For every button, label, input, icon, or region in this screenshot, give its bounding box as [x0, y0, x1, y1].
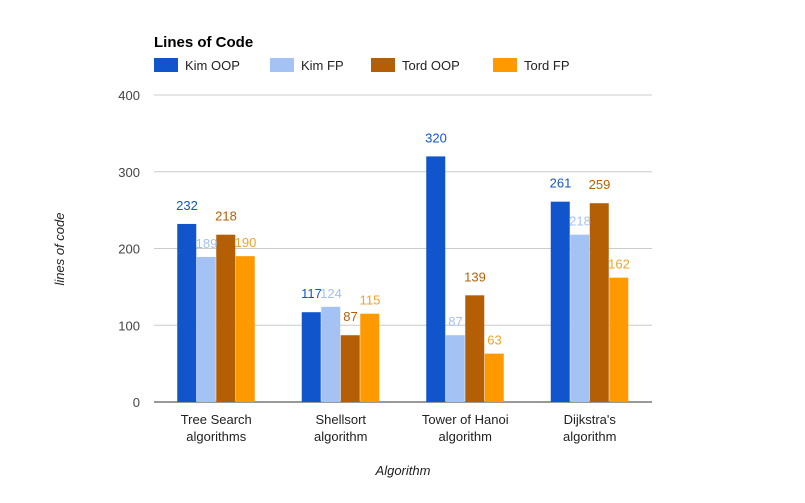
- data-label-1-1: 124: [320, 286, 342, 301]
- bar-2-2: [465, 295, 485, 402]
- y-tick-label-2: 200: [118, 242, 140, 257]
- bar-0-1: [301, 312, 321, 402]
- data-label-0-0: 232: [176, 198, 198, 213]
- y-tick-label-3: 300: [118, 165, 140, 180]
- x-category-label-3-1: algorithm: [563, 429, 616, 444]
- y-tick-label-1: 100: [118, 318, 140, 333]
- legend-label-2: Tord OOP: [402, 58, 460, 73]
- data-labels: 2321892181901171248711532087139632612182…: [176, 130, 630, 347]
- legend-swatch-0: [154, 58, 178, 72]
- data-label-0-3: 261: [550, 176, 572, 191]
- bar-2-1: [340, 335, 360, 402]
- data-label-1-3: 218: [569, 214, 591, 229]
- x-category-label-2-1: algorithm: [439, 429, 492, 444]
- legend-label-0: Kim OOP: [185, 58, 240, 73]
- data-label-3-2: 63: [487, 333, 501, 348]
- x-category-label-1-0: Shellsort: [315, 412, 366, 427]
- x-axis-title: Algorithm: [375, 463, 431, 478]
- bar-3-0: [235, 256, 255, 402]
- legend: Kim OOP Kim FP Tord OOP Tord FP: [154, 58, 570, 73]
- data-label-2-3: 259: [589, 177, 611, 192]
- legend-swatch-1: [270, 58, 294, 72]
- bar-1-0: [196, 256, 216, 402]
- bar-1-1: [321, 306, 341, 402]
- bar-1-2: [445, 335, 465, 402]
- x-category-label-1-1: algorithm: [314, 429, 367, 444]
- x-axis-categories: Tree Search algorithms Shellsort algorithm T…: [181, 412, 617, 444]
- legend-label-1: Kim FP: [301, 58, 344, 73]
- legend-label-3: Tord FP: [524, 58, 570, 73]
- bar-1-3: [570, 234, 590, 402]
- data-label-3-1: 115: [360, 293, 381, 308]
- y-tick-label-0: 0: [133, 395, 140, 410]
- legend-swatch-3: [493, 58, 517, 72]
- bar-0-2: [426, 156, 446, 402]
- data-label-2-2: 139: [464, 269, 486, 284]
- bar-3-1: [360, 313, 380, 402]
- data-label-0-1: 117: [301, 286, 322, 301]
- data-label-2-0: 218: [215, 209, 237, 224]
- y-axis-ticks: 0 100 200 300 400: [118, 88, 140, 410]
- data-label-2-1: 87: [343, 309, 357, 324]
- data-label-0-2: 320: [425, 130, 447, 145]
- chart-title: Lines of Code: [154, 34, 253, 51]
- bar-2-0: [216, 234, 236, 402]
- data-label-1-0: 189: [196, 236, 218, 251]
- x-category-label-2-0: Tower of Hanoi: [422, 412, 509, 427]
- bar-0-0: [177, 223, 197, 402]
- x-category-label-0-0: Tree Search: [181, 412, 252, 427]
- y-axis-title: lines of code: [52, 213, 67, 286]
- bar-3-3: [609, 277, 629, 402]
- legend-swatch-2: [371, 58, 395, 72]
- data-label-1-2: 87: [448, 314, 462, 329]
- bars: [177, 156, 629, 402]
- x-category-label-0-1: algorithms: [186, 429, 246, 444]
- bar-2-3: [589, 203, 609, 402]
- bar-3-2: [484, 353, 504, 402]
- bar-0-3: [550, 201, 570, 402]
- data-label-3-0: 190: [235, 235, 257, 250]
- y-tick-label-4: 400: [118, 88, 140, 103]
- x-category-label-3-0: Dijkstra's: [564, 412, 617, 427]
- data-label-3-3: 162: [608, 257, 630, 272]
